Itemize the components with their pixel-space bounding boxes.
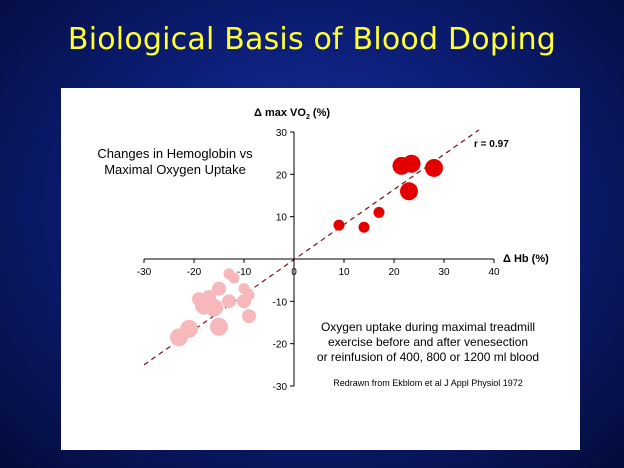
data-point-red xyxy=(402,154,421,173)
x-tick-label: 0 xyxy=(291,267,297,278)
y-tick-label: 20 xyxy=(276,170,288,181)
correlation-label: r = 0.97 xyxy=(474,139,509,150)
data-point-red xyxy=(425,158,443,177)
x-tick-label: 20 xyxy=(388,267,400,278)
data-point-pink xyxy=(170,328,188,347)
scatter-chart: -30 -20 -10 0 10 20 30 40 -30 -20 -10 10 20 30 Δ max … xyxy=(137,107,549,393)
chart-note: Oxygen uptake during maximal treadmill ex… xyxy=(293,320,563,365)
chart-note-line: exercise before and after venesection xyxy=(327,335,529,349)
chart-note-line: or reinfusion of 400, 800 or 1200 ml blo… xyxy=(316,350,540,364)
chart-title: Changes in Hemoglobin vs Maximal Oxygen U… xyxy=(75,146,275,178)
y-axis-title: Δ max VO2 (%) xyxy=(254,107,330,121)
data-point-red xyxy=(358,221,370,233)
chart-panel: -30 -20 -10 0 10 20 30 40 -30 -20 -10 10 20 30 Δ max … xyxy=(61,88,580,450)
data-point-pink xyxy=(237,294,251,309)
data-point-red xyxy=(373,206,385,218)
chart-title-line: Changes in Hemoglobin vs xyxy=(97,146,253,161)
x-tick-label: 30 xyxy=(438,267,450,278)
x-tick-label: -30 xyxy=(137,267,152,278)
x-tick-label: 40 xyxy=(488,267,500,278)
x-axis-title: Δ Hb (%) xyxy=(503,253,549,265)
x-tick-label: 10 xyxy=(338,267,350,278)
data-point-pink xyxy=(212,281,226,296)
y-tick-label: -10 xyxy=(273,297,288,308)
data-point-pink xyxy=(228,272,240,284)
data-point-pink xyxy=(205,298,223,317)
y-tick-label: -20 xyxy=(273,340,288,351)
data-point-pink xyxy=(222,294,236,309)
y-tick-label: 10 xyxy=(276,213,288,224)
data-point-pink xyxy=(242,309,256,324)
slide-title: Biological Basis of Blood Doping xyxy=(67,22,557,57)
x-tick-label: -10 xyxy=(237,267,252,278)
chart-note-line: Oxygen uptake during maximal treadmill xyxy=(320,320,536,334)
data-point-red xyxy=(333,219,345,231)
y-tick-label: 30 xyxy=(276,128,288,139)
y-tick-label: -30 xyxy=(273,382,288,393)
x-tick-label: -20 xyxy=(187,267,202,278)
source-citation: Redrawn from Ekblom et al J Appl Physiol… xyxy=(333,378,523,388)
data-point-red xyxy=(400,182,418,201)
data-point-pink xyxy=(210,317,228,336)
chart-title-line: Maximal Oxygen Uptake xyxy=(104,162,246,177)
